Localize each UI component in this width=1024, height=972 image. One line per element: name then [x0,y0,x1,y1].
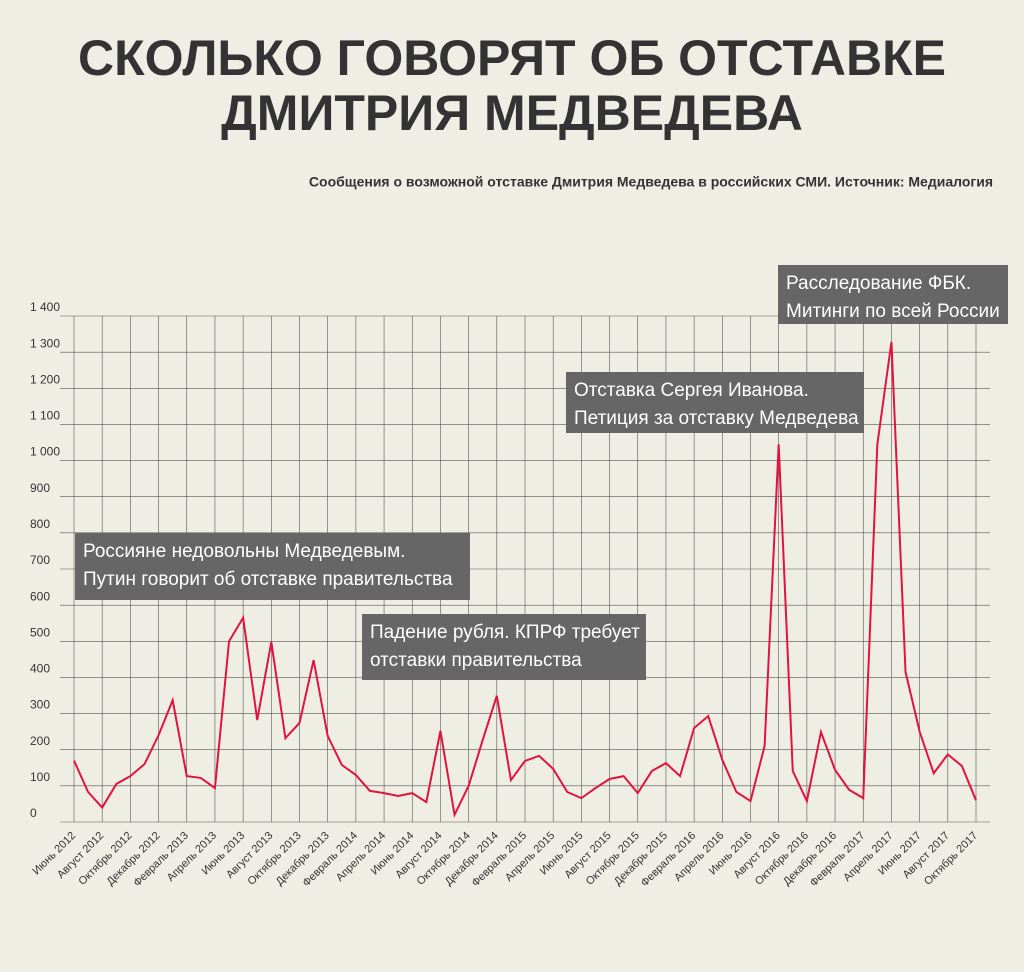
y-tick-label: 300 [30,698,50,712]
y-tick-label: 700 [30,553,50,567]
annotation-box [778,265,1008,324]
y-tick-label: 800 [30,517,50,531]
y-tick-label: 400 [30,662,50,676]
annotation-box [566,372,864,433]
annotation-text: Отставка Сергея Иванова. [574,380,809,401]
y-tick-label: 600 [30,589,50,603]
y-tick-label: 0 [30,806,37,820]
annotation-text: Россияне недовольны Медведевым. [83,541,405,562]
chart-title: СКОЛЬКО ГОВОРЯТ ОБ ОТСТАВКЕ [78,30,946,86]
annotation-text: отставки правительства [370,650,582,671]
y-tick-label: 1 400 [30,300,60,314]
y-tick-label: 1 000 [30,445,60,459]
annotation-text: Расследование ФБК. [786,273,971,294]
y-tick-label: 200 [30,734,50,748]
y-tick-label: 100 [30,770,50,784]
annotation-box [362,614,646,680]
annotation-box [75,533,470,600]
y-tick-label: 500 [30,625,50,639]
y-tick-label: 1 300 [30,336,60,350]
chart-subtitle: Сообщения о возможной отставке Дмитрия М… [309,174,993,190]
y-tick-label: 1 100 [30,409,60,423]
annotation-text: Петиция за отставку Медведева [574,408,859,429]
annotation-text: Путин говорит об отставке правительства [83,569,453,590]
data-line [73,341,977,819]
y-tick-label: 1 200 [30,372,60,386]
y-tick-label: 900 [30,481,50,495]
annotation-text: Падение рубля. КПРФ требует [370,622,640,643]
annotation-text: Митинги по всей России [786,301,1000,322]
chart-title: ДМИТРИЯ МЕДВЕДЕВА [221,85,803,141]
